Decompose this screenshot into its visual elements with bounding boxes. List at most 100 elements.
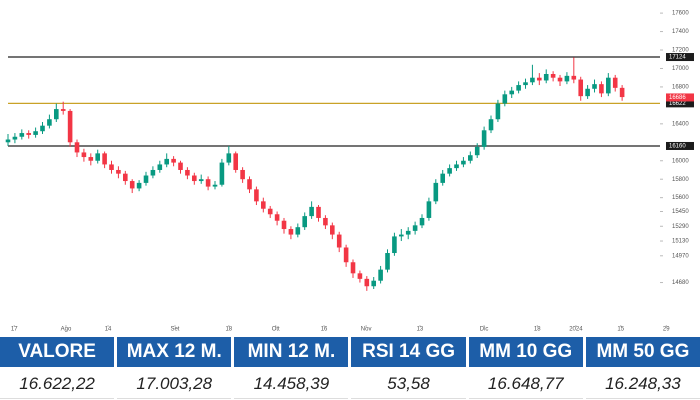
candle-body bbox=[557, 77, 563, 82]
candle-body bbox=[399, 234, 404, 237]
table-value: 16.248,33 bbox=[585, 369, 700, 399]
candle-body bbox=[192, 175, 197, 182]
candle-body bbox=[530, 77, 535, 83]
candle-body bbox=[412, 225, 418, 231]
table-value: 16.622,22 bbox=[0, 369, 115, 399]
candle-body bbox=[143, 175, 149, 183]
candle-body bbox=[240, 169, 245, 180]
candle-body bbox=[54, 109, 59, 120]
candle-body bbox=[40, 125, 45, 132]
candle-body bbox=[592, 84, 597, 89]
level-tag bbox=[666, 53, 694, 62]
candle-body bbox=[578, 79, 584, 97]
x-tick-label: 2024 bbox=[569, 327, 583, 333]
y-tick-label: 15450 bbox=[672, 209, 689, 215]
candle-body bbox=[150, 169, 156, 176]
x-tick-label: 15 bbox=[617, 327, 624, 333]
candle-body bbox=[426, 201, 432, 218]
candle-body bbox=[281, 220, 287, 230]
x-tick-label: Nov bbox=[361, 327, 372, 333]
candle-body bbox=[447, 168, 452, 174]
candle-body bbox=[60, 109, 66, 111]
y-tick-label: 17000 bbox=[672, 66, 689, 72]
table-header: MM 50 GG bbox=[585, 337, 700, 367]
y-tick-label: 15290 bbox=[672, 224, 689, 230]
candle-body bbox=[309, 206, 314, 217]
candle-body bbox=[185, 169, 190, 176]
candle-body bbox=[26, 133, 32, 135]
x-tick-label: 16 bbox=[321, 327, 328, 333]
candle-body bbox=[440, 173, 446, 183]
candle-body bbox=[537, 77, 542, 81]
y-tick-label: 16400 bbox=[672, 121, 689, 127]
candle-body bbox=[509, 90, 515, 95]
last-price-tag bbox=[666, 93, 694, 102]
candle-body bbox=[357, 273, 363, 279]
y-tick-label: 17200 bbox=[672, 48, 689, 54]
table-value: 53,58 bbox=[351, 369, 466, 399]
table-value: 17.003,28 bbox=[117, 369, 232, 399]
candle-body bbox=[205, 179, 211, 187]
candle-body bbox=[67, 110, 73, 143]
x-tick-label: 18 bbox=[534, 327, 541, 333]
candle-body bbox=[164, 158, 170, 165]
x-tick-label: 18 bbox=[225, 327, 232, 333]
candle-body bbox=[330, 225, 335, 235]
level-label: 16160 bbox=[669, 144, 686, 150]
candle-body bbox=[157, 164, 163, 170]
x-tick-label: 14 bbox=[105, 327, 112, 333]
candle-body bbox=[564, 75, 570, 82]
candle-body bbox=[178, 162, 183, 170]
candle-body bbox=[12, 136, 18, 140]
candle-body bbox=[5, 139, 11, 143]
candle-body bbox=[212, 184, 218, 187]
candle-body bbox=[116, 169, 121, 174]
candle-body bbox=[109, 164, 114, 170]
candle-body bbox=[74, 142, 80, 153]
candle-body bbox=[495, 103, 501, 120]
candle-body bbox=[371, 280, 377, 287]
candle-body bbox=[33, 131, 38, 135]
x-tick-label: Dic bbox=[480, 327, 489, 333]
candle-body bbox=[419, 217, 425, 226]
last-price-label: 16686 bbox=[669, 95, 686, 101]
candle-body bbox=[468, 155, 473, 161]
candle-body bbox=[267, 208, 273, 215]
candle-body bbox=[295, 227, 301, 235]
y-tick-label: 15130 bbox=[672, 239, 689, 245]
candle-body bbox=[261, 201, 266, 209]
candle-body bbox=[226, 153, 232, 163]
y-tick-label: 17600 bbox=[672, 11, 689, 17]
candle-body bbox=[102, 153, 107, 165]
candle-body bbox=[19, 133, 25, 137]
candle-body bbox=[364, 278, 370, 287]
candle-body bbox=[88, 157, 94, 161]
x-tick-label: Set bbox=[170, 327, 179, 333]
candle-body bbox=[219, 162, 225, 185]
candle-body bbox=[612, 77, 618, 88]
candle-body bbox=[323, 217, 328, 226]
chart: 14680 14970 15130 15290 15450 15600 15800 16000… bbox=[5, 11, 694, 333]
candle-body bbox=[254, 189, 259, 202]
table-header: MIN 12 M. bbox=[234, 337, 349, 367]
candle-body bbox=[481, 130, 487, 147]
table-value: 14.458,39 bbox=[234, 369, 349, 399]
candle-body bbox=[516, 85, 521, 91]
level-label: 16622 bbox=[669, 101, 686, 107]
y-tick-label: 15600 bbox=[672, 195, 689, 201]
candle-body bbox=[461, 160, 466, 165]
y-tick-label: 16800 bbox=[672, 85, 689, 91]
x-tick-label: 29 bbox=[663, 327, 670, 333]
table-value: 16.648,77 bbox=[468, 369, 583, 399]
candle-body bbox=[523, 82, 528, 86]
table-header: MM 10 GG bbox=[468, 337, 583, 367]
candle-body bbox=[47, 119, 52, 126]
y-tick-label: 15800 bbox=[672, 177, 689, 183]
x-tick-label: Ott bbox=[272, 327, 280, 333]
candle-body bbox=[474, 146, 480, 156]
candle-body bbox=[385, 253, 390, 270]
candle-body bbox=[316, 206, 321, 218]
candle-body bbox=[619, 87, 625, 98]
candle-body bbox=[585, 88, 590, 97]
